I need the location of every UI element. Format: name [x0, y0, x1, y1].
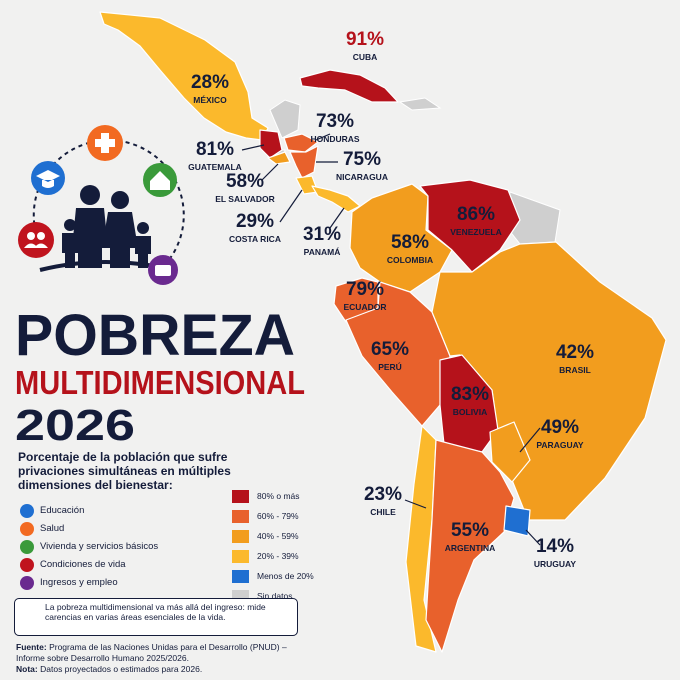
country-name: PERÚ: [378, 361, 402, 372]
source-text: Programa de las Naciones Unidas para el …: [16, 642, 287, 663]
country-value: 23%: [364, 484, 402, 505]
country-shapes: [99, 11, 667, 653]
legend-label: 60% - 79%: [257, 511, 299, 521]
country-name: EL SALVADOR: [215, 194, 275, 204]
leader-line: [315, 133, 331, 141]
country-name: MÉXICO: [193, 95, 227, 105]
country-shape: [267, 151, 291, 165]
title-line1: POBREZA: [15, 303, 295, 368]
leader-line: [519, 427, 541, 453]
country-value: 14%: [536, 536, 574, 557]
icon-cluster: [18, 125, 185, 285]
leader-line: [329, 207, 345, 229]
country-name: VENEZUELA: [450, 227, 501, 237]
country-value: 31%: [303, 224, 341, 245]
note: La pobreza multidimensional va más allá …: [45, 602, 266, 622]
country-name: COSTA RICA: [229, 234, 281, 244]
country-shape: [311, 185, 361, 213]
country-name: GUATEMALA: [188, 162, 242, 172]
source-label: Fuente:: [16, 642, 47, 652]
dimension: Ingresos y empleo: [40, 577, 118, 588]
country-value: 91%: [346, 29, 384, 50]
footnote-text: Datos proyectados o estimados para 2026.: [40, 664, 203, 674]
country-value: 55%: [451, 520, 489, 541]
leader-line: [525, 529, 541, 546]
country-value: 42%: [556, 342, 594, 363]
country-value: 65%: [371, 339, 409, 360]
country-shape: [99, 11, 269, 141]
legend-swatch: [232, 550, 249, 563]
leader-line: [279, 189, 303, 223]
legend-label: Sin datos: [257, 591, 293, 601]
legend-label: Menos de 20%: [257, 571, 314, 581]
leader-line: [241, 144, 265, 151]
legend-swatch: [232, 490, 249, 503]
country-name: HONDURAS: [310, 134, 359, 144]
country-value: 79%: [346, 279, 384, 300]
country-name: NICARAGUA: [336, 172, 388, 182]
country-shape: [349, 183, 453, 293]
country-value: 58%: [391, 232, 429, 253]
country-value: 73%: [316, 111, 354, 132]
country-shape: [289, 145, 319, 179]
country-name: CUBA: [353, 52, 378, 62]
country-name: PARAGUAY: [536, 440, 584, 450]
dimension: Condiciones de vida: [40, 559, 126, 570]
country-value: 86%: [457, 204, 495, 225]
info-box: La pobreza multidimensional va más allá …: [14, 598, 298, 636]
legend-swatch: [232, 510, 249, 523]
legend-label: 80% o más: [257, 491, 300, 501]
source: Fuente: Programa de las Naciones Unidas …: [16, 642, 316, 663]
country-value: 58%: [226, 171, 264, 192]
no-data-land: [269, 99, 301, 139]
country-value: 29%: [236, 211, 274, 232]
title-line3: 2026: [15, 401, 135, 450]
country-name: BOLIVIA: [453, 407, 487, 417]
country-value: 28%: [191, 72, 229, 93]
country-name: ECUADOR: [344, 302, 387, 312]
country-name: BRASIL: [559, 365, 591, 375]
legend-swatch: [232, 530, 249, 543]
dimension: Salud: [40, 523, 65, 534]
footnote-label: Nota:: [16, 664, 38, 674]
country-shape: [299, 69, 399, 103]
leader-line: [404, 499, 427, 509]
legend-swatches: [232, 490, 249, 603]
country-value: 81%: [196, 139, 234, 160]
country-shape: [259, 129, 283, 159]
dimension-icons: [20, 504, 34, 590]
legend-label: 20% - 39%: [257, 551, 299, 561]
dimension: Vivienda y servicios básicos: [40, 541, 159, 552]
country-shape: [283, 133, 319, 153]
country-shape: [425, 439, 515, 653]
title-line2: MULTIDIMENSIONAL: [15, 364, 305, 401]
country-name: ARGENTINA: [445, 543, 496, 553]
country-value: 75%: [343, 149, 381, 170]
country-name: URUGUAY: [534, 559, 577, 569]
dimension: Educación: [40, 505, 85, 516]
country-name: PANAMÁ: [304, 247, 341, 257]
country-name: CHILE: [370, 507, 396, 517]
leader-line: [261, 163, 279, 181]
description: Porcentaje de la población que sufre pri…: [18, 450, 231, 492]
legend-swatch: [232, 570, 249, 583]
legend-label: 40% - 59%: [257, 531, 299, 541]
country-shape: [489, 421, 531, 483]
country-name: COLOMBIA: [387, 255, 433, 265]
no-data-land: [398, 97, 442, 111]
country-value: 49%: [541, 417, 579, 438]
country-value: 83%: [451, 384, 489, 405]
country-shape: [419, 179, 521, 273]
country-shape: [503, 505, 531, 537]
footnote: Nota: Datos proyectados o estimados para…: [16, 664, 316, 675]
country-labels: 91% CUBA 28% MÉXICO 73% HONDURAS 81% GUATEMALA 7…: [188, 29, 594, 569]
